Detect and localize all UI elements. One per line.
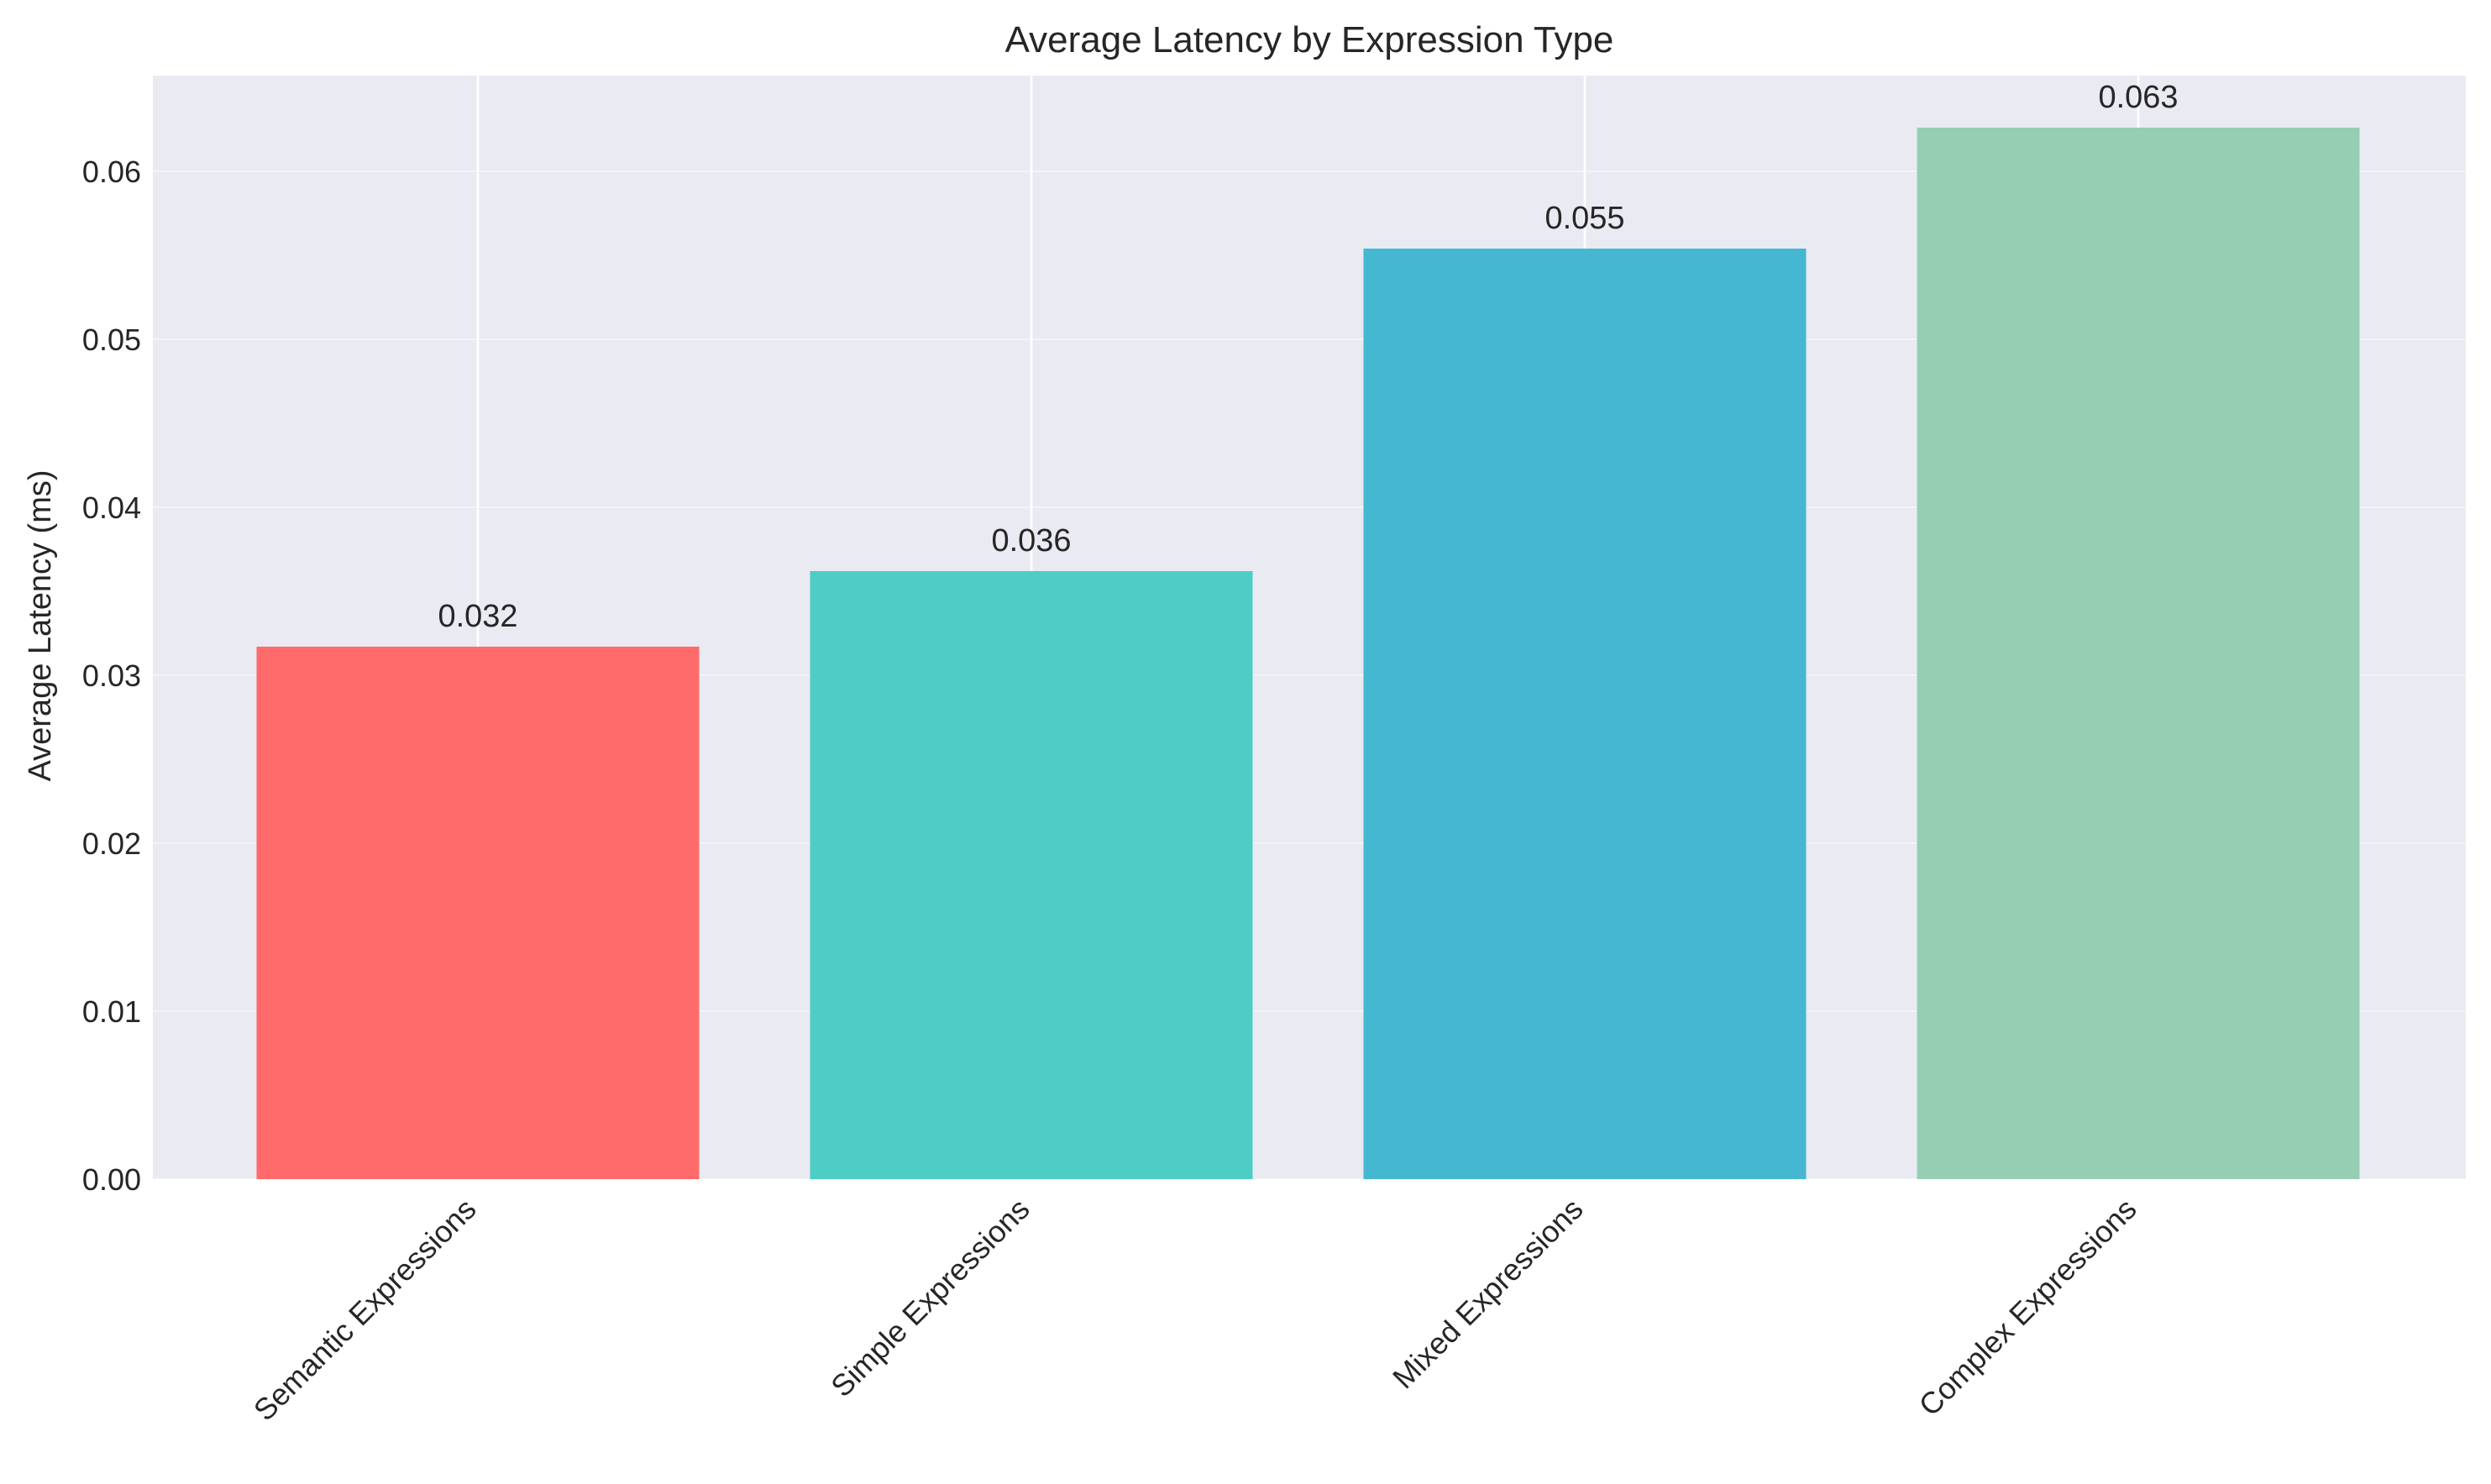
- bar-mixed-expressions: [1363, 249, 1807, 1179]
- y-tick-label: 0.00: [82, 1162, 141, 1197]
- y-axis-ticks: 0.00 0.01 0.02 0.03 0.04 0.05 0.06: [82, 155, 141, 1197]
- bars: [256, 128, 2360, 1179]
- bar-value-label: 0.055: [1544, 201, 1624, 236]
- bar-semantic-expressions: [256, 647, 700, 1179]
- x-axis-ticks: Semantic Expressions Simple Expressions Mi…: [247, 1192, 2143, 1428]
- y-tick-label: 0.06: [82, 155, 141, 189]
- bar-simple-expressions: [810, 571, 1253, 1179]
- y-axis-label: Average Latency (ms): [23, 469, 58, 781]
- y-tick-label: 0.01: [82, 994, 141, 1029]
- x-tick-label: Complex Expressions: [1912, 1192, 2142, 1423]
- chart-title: Average Latency by Expression Type: [1005, 19, 1614, 60]
- bar-value-label: 0.032: [438, 599, 517, 634]
- x-tick-label: Simple Expressions: [824, 1192, 1036, 1404]
- bar-complex-expressions: [1917, 128, 2360, 1179]
- y-tick-label: 0.03: [82, 658, 141, 693]
- x-tick-label: Mixed Expressions: [1386, 1192, 1590, 1396]
- data-labels: 0.032 0.036 0.055 0.063: [438, 80, 2178, 634]
- y-tick-label: 0.05: [82, 322, 141, 357]
- x-tick-label: Semantic Expressions: [247, 1192, 483, 1428]
- bar-value-label: 0.036: [991, 523, 1071, 558]
- y-tick-label: 0.02: [82, 826, 141, 861]
- bar-value-label: 0.063: [2098, 80, 2178, 115]
- y-tick-label: 0.04: [82, 490, 141, 525]
